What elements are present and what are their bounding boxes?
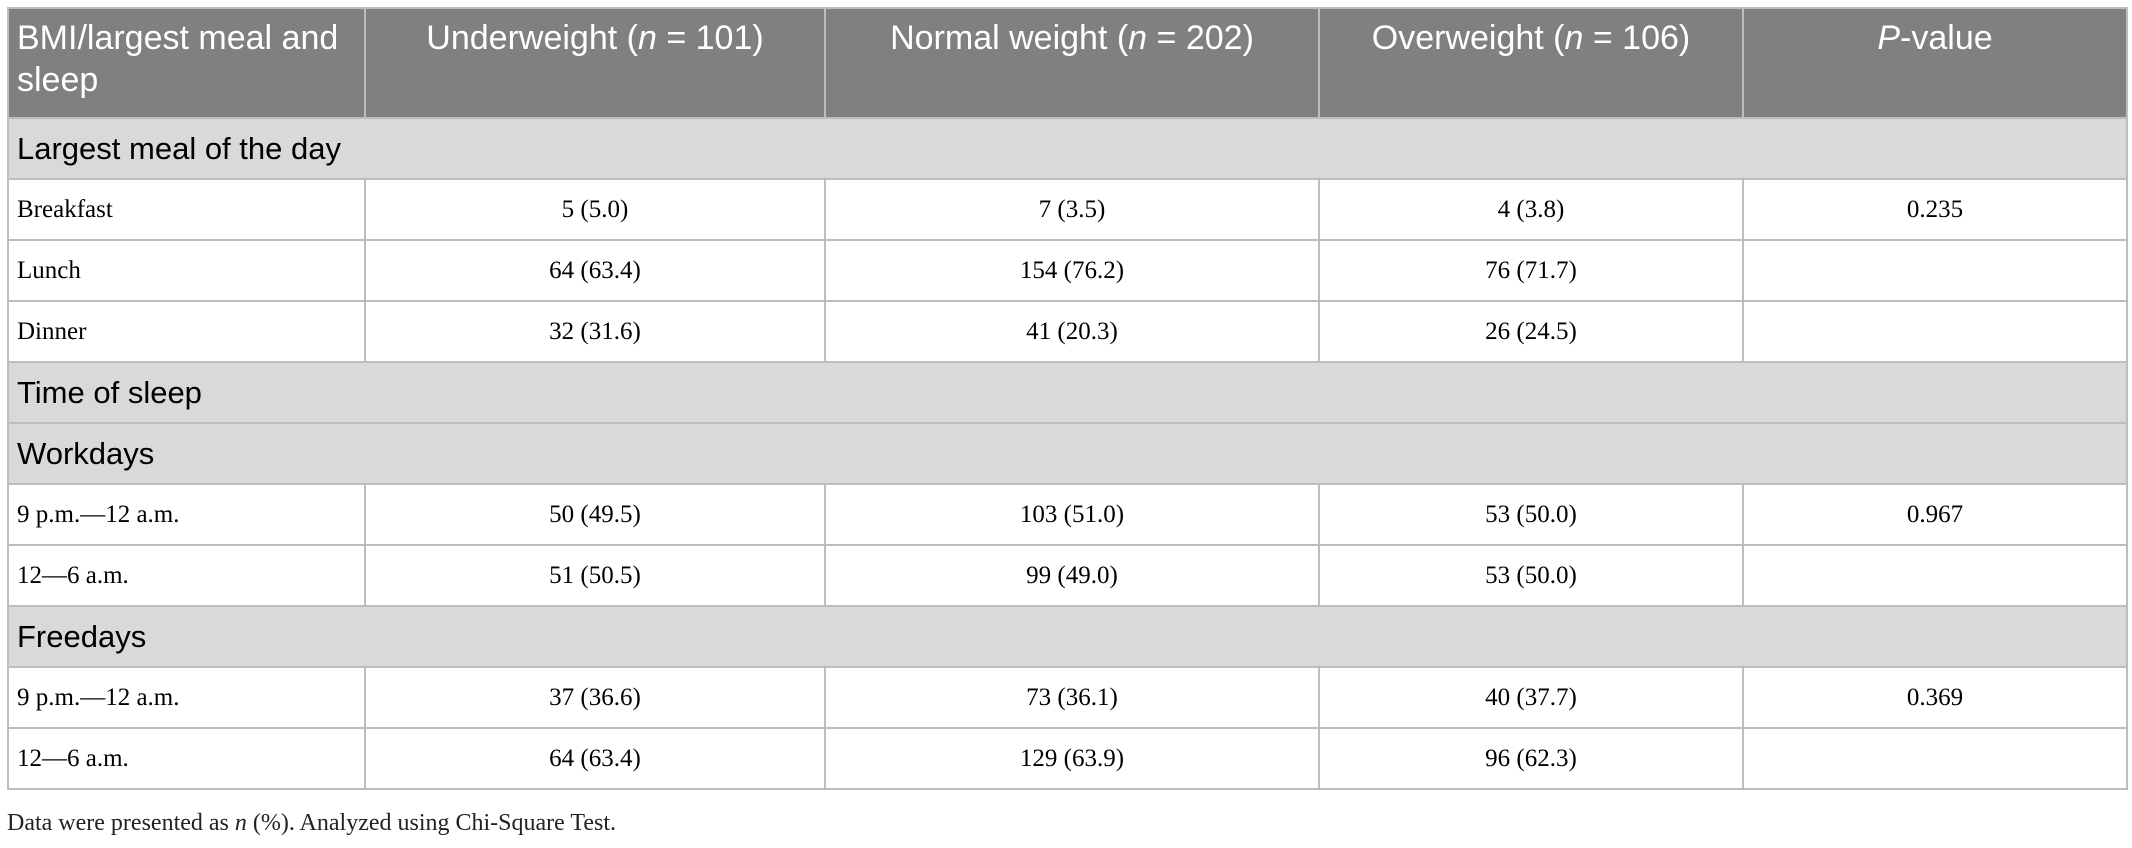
row-label: 12—6 a.m.	[7, 727, 366, 790]
section-label: Time of sleep	[7, 361, 2128, 424]
row-label: Dinner	[7, 300, 366, 363]
data-cell: 64 (63.4)	[364, 239, 826, 302]
text-segment: Data were presented as	[7, 810, 235, 836]
header-cell: Overweight (n = 106)	[1318, 7, 1744, 119]
section-label: Largest meal of the day	[7, 117, 2128, 180]
text-segment: n	[637, 19, 657, 57]
text-segment: = 106)	[1583, 19, 1691, 57]
data-cell: 0.235	[1742, 178, 2128, 241]
data-row: Lunch 64 (63.4) 154 (76.2) 76 (71.7)	[7, 239, 2128, 302]
data-cell: 51 (50.5)	[364, 544, 826, 607]
section-row: Workdays	[7, 422, 2128, 485]
section-label: Freedays	[7, 605, 2128, 668]
table-body: Largest meal of the day Breakfast 5 (5.0) 7…	[7, 117, 2128, 790]
data-cell: 129 (63.9)	[824, 727, 1320, 790]
data-row: Dinner 32 (31.6) 41 (20.3) 26 (24.5)	[7, 300, 2128, 363]
data-cell: 0.369	[1742, 666, 2128, 729]
data-cell: 5 (5.0)	[364, 178, 826, 241]
data-cell: 103 (51.0)	[824, 483, 1320, 546]
data-cell: 53 (50.0)	[1318, 483, 1744, 546]
text-segment: -value	[1900, 19, 1993, 57]
data-cell: 76 (71.7)	[1318, 239, 1744, 302]
data-row: Breakfast 5 (5.0) 7 (3.5) 4 (3.8) 0.235	[7, 178, 2128, 241]
text-segment: Underweight (	[426, 19, 638, 57]
section-row: Freedays	[7, 605, 2128, 668]
text-segment: Normal weight (	[890, 19, 1129, 57]
text-segment: = 202)	[1147, 19, 1254, 57]
text-segment: Overweight (	[1371, 19, 1565, 57]
text-segment: n	[1128, 19, 1148, 57]
section-row: Largest meal of the day	[7, 117, 2128, 180]
text-segment: n	[234, 810, 247, 836]
data-cell: 32 (31.6)	[364, 300, 826, 363]
header-row: BMI/largest meal and sleep Underweight (n…	[7, 7, 2128, 119]
data-row: 12—6 a.m. 51 (50.5) 99 (49.0) 53 (50.0)	[7, 544, 2128, 607]
data-row: 9 p.m.—12 a.m. 37 (36.6) 73 (36.1) 40 (37.7…	[7, 666, 2128, 729]
data-cell: 26 (24.5)	[1318, 300, 1744, 363]
data-table: BMI/largest meal and sleep Underweight (n…	[7, 7, 2128, 790]
text-segment: P	[1877, 19, 1901, 57]
data-cell	[1742, 239, 2128, 302]
data-cell: 40 (37.7)	[1318, 666, 1744, 729]
data-cell	[1742, 544, 2128, 607]
text-segment: BMI/largest meal and sleep	[17, 19, 339, 99]
footnote: Data were presented as n (%). Analyzed u…	[7, 810, 616, 837]
row-label: 12—6 a.m.	[7, 544, 366, 607]
section-row: Time of sleep	[7, 361, 2128, 424]
data-cell: 50 (49.5)	[364, 483, 826, 546]
data-cell	[1742, 727, 2128, 790]
data-cell: 73 (36.1)	[824, 666, 1320, 729]
data-row: 9 p.m.—12 a.m. 50 (49.5) 103 (51.0) 53 (50.…	[7, 483, 2128, 546]
data-cell: 64 (63.4)	[364, 727, 826, 790]
row-label: 9 p.m.—12 a.m.	[7, 666, 366, 729]
data-cell: 7 (3.5)	[824, 178, 1320, 241]
data-cell: 154 (76.2)	[824, 239, 1320, 302]
data-cell: 0.967	[1742, 483, 2128, 546]
row-label: 9 p.m.—12 a.m.	[7, 483, 366, 546]
data-cell: 96 (62.3)	[1318, 727, 1744, 790]
header-cell: BMI/largest meal and sleep	[7, 7, 366, 119]
data-cell: 4 (3.8)	[1318, 178, 1744, 241]
row-label: Breakfast	[7, 178, 366, 241]
text-segment: n	[1564, 19, 1584, 57]
header-cell: Normal weight (n = 202)	[824, 7, 1320, 119]
data-cell: 37 (36.6)	[364, 666, 826, 729]
header-cell: Underweight (n = 101)	[364, 7, 826, 119]
text-segment: = 101)	[656, 19, 764, 57]
text-segment: (%). Analyzed using Chi-Square Test.	[246, 810, 617, 836]
data-row: 12—6 a.m. 64 (63.4) 129 (63.9) 96 (62.3)	[7, 727, 2128, 790]
row-label: Lunch	[7, 239, 366, 302]
data-cell: 41 (20.3)	[824, 300, 1320, 363]
section-label: Workdays	[7, 422, 2128, 485]
data-cell: 53 (50.0)	[1318, 544, 1744, 607]
header-cell: P-value	[1742, 7, 2128, 119]
data-cell	[1742, 300, 2128, 363]
data-cell: 99 (49.0)	[824, 544, 1320, 607]
